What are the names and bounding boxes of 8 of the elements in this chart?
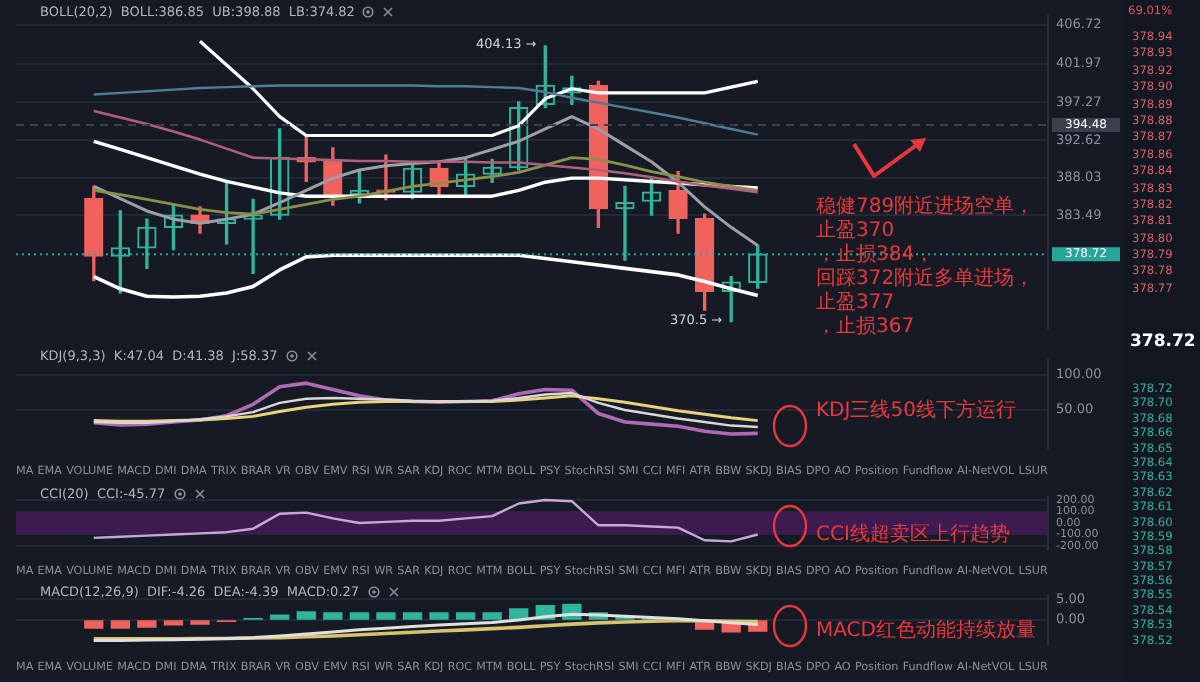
text: ，止损384，: [816, 244, 937, 267]
text: 378.72: [1130, 332, 1196, 352]
text: KDJ三线50线下方运行: [816, 400, 1018, 424]
text: 稳健789附近进场空单，止盈370: [816, 196, 1037, 243]
text: MACD红色动能持续放量: [816, 620, 1038, 644]
text: 回踩372附近多单进场，止盈377: [816, 268, 1037, 315]
text: CCI线超卖区上行趋势: [816, 524, 1012, 548]
text: ，止损367: [816, 316, 917, 340]
